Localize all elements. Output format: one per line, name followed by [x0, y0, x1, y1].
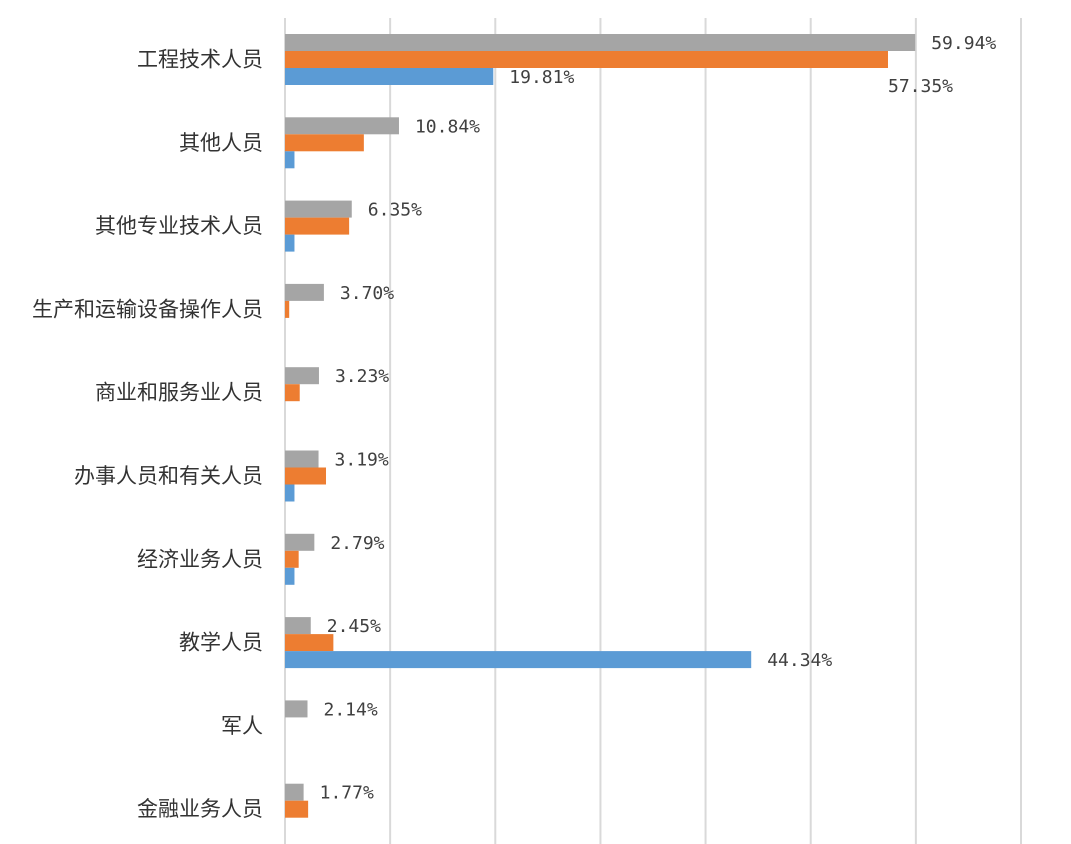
bar: [285, 634, 334, 652]
data-label: 57.35%: [888, 76, 953, 97]
bar: [285, 783, 304, 801]
bar: [285, 651, 752, 669]
bar: [285, 367, 319, 385]
bar: [285, 200, 352, 218]
bar: [285, 151, 295, 169]
bar: [285, 34, 916, 51]
category-label: 办事人员和有关人员: [74, 464, 263, 488]
bar: [285, 800, 309, 818]
bar: [285, 567, 295, 585]
data-label: 1.77%: [320, 783, 374, 804]
data-label: 2.79%: [330, 533, 384, 554]
bar: [285, 283, 324, 301]
bar: [285, 384, 300, 402]
data-labels: 59.94% 57.35% 19.81% 10.84% 6.35% 3.70% 3.23% 3…: [320, 33, 997, 804]
category-label: 其他专业技术人员: [95, 214, 263, 238]
data-label: 3.70%: [340, 283, 394, 304]
data-label: 2.14%: [324, 699, 378, 720]
gridlines: [284, 18, 1022, 844]
bar: [285, 700, 308, 718]
category-label: 军人: [221, 714, 263, 738]
category-label: 其他人员: [179, 131, 263, 155]
data-label: 19.81%: [509, 67, 574, 88]
data-label: 3.23%: [335, 366, 389, 387]
category-label: 工程技术人员: [137, 48, 263, 72]
category-label: 金融业务人员: [137, 797, 263, 821]
bar: [285, 134, 364, 152]
bar: [285, 533, 315, 551]
bars: [285, 34, 916, 818]
bar: [285, 217, 350, 235]
bar: [285, 117, 399, 135]
data-label: 2.45%: [327, 616, 381, 637]
category-label: 经济业务人员: [137, 547, 263, 571]
category-label: 商业和服务业人员: [95, 381, 263, 405]
bar: [285, 450, 319, 468]
data-label: 6.35%: [368, 200, 422, 221]
bar: [285, 484, 295, 502]
category-label: 生产和运输设备操作人员: [32, 297, 263, 321]
data-label: 44.34%: [767, 650, 832, 671]
bar: [285, 617, 311, 635]
bar: [285, 300, 290, 318]
bar: [285, 467, 327, 485]
bar: [285, 51, 888, 68]
data-label: 59.94%: [931, 33, 996, 54]
bar: [285, 234, 295, 252]
data-label: 3.19%: [335, 450, 389, 471]
bar: [285, 550, 299, 568]
category-labels: 工程技术人员其他人员其他专业技术人员生产和运输设备操作人员商业和服务业人员办事人…: [32, 48, 263, 822]
bar: [285, 68, 494, 85]
category-label: 教学人员: [179, 631, 263, 655]
data-label: 10.84%: [415, 116, 480, 137]
